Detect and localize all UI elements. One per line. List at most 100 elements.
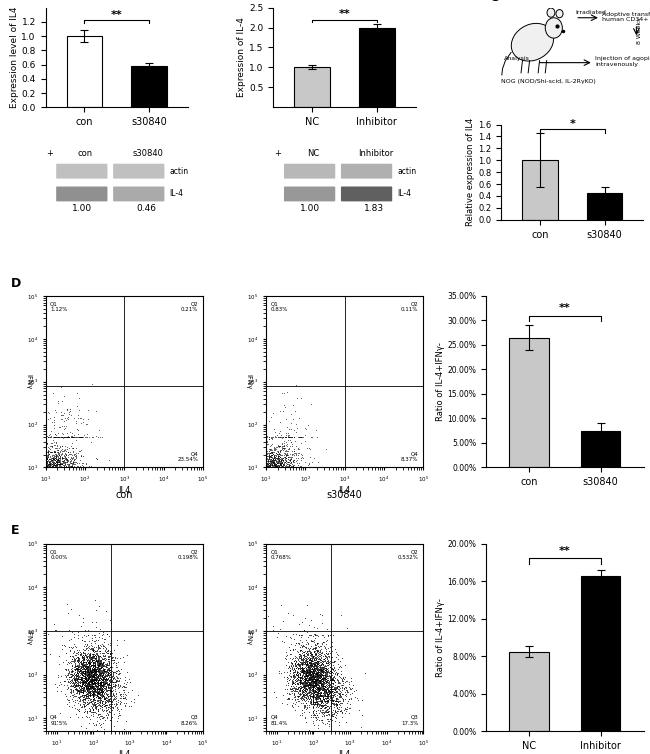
Point	[20, 477, 30, 489]
Point	[283, 456, 293, 468]
Point	[242, 466, 253, 478]
Point	[290, 483, 300, 495]
Point	[84, 668, 94, 680]
Point	[73, 654, 83, 666]
Point	[52, 476, 62, 488]
Point	[260, 470, 270, 482]
Point	[315, 692, 325, 704]
Point	[86, 697, 97, 710]
Point	[89, 674, 99, 686]
Point	[330, 676, 340, 688]
Point	[243, 450, 254, 462]
Point	[45, 464, 55, 476]
Point	[254, 474, 265, 486]
Point	[318, 706, 328, 718]
Point	[296, 495, 306, 507]
Point	[44, 448, 55, 460]
Point	[302, 687, 313, 699]
Point	[76, 686, 86, 698]
Point	[94, 424, 104, 436]
Point	[279, 465, 289, 477]
Point	[245, 482, 255, 494]
Point	[290, 679, 300, 691]
Point	[84, 679, 95, 691]
Point	[99, 691, 110, 703]
Point	[120, 688, 131, 700]
Point	[23, 483, 34, 495]
Point	[294, 493, 305, 505]
Point	[304, 645, 315, 657]
Point	[40, 461, 50, 474]
Point	[53, 464, 64, 477]
Point	[51, 466, 61, 478]
Point	[283, 495, 294, 507]
Point	[33, 481, 44, 493]
Point	[309, 670, 320, 682]
Point	[314, 641, 324, 653]
Point	[300, 691, 311, 703]
Point	[78, 659, 88, 671]
Point	[43, 468, 53, 480]
Point	[274, 471, 284, 483]
Point	[280, 480, 291, 492]
Point	[260, 466, 270, 478]
Point	[94, 663, 104, 675]
Point	[94, 623, 105, 635]
Point	[83, 674, 94, 686]
Point	[72, 673, 83, 685]
Point	[282, 472, 293, 484]
Point	[109, 693, 119, 705]
Point	[289, 660, 300, 672]
Point	[302, 442, 312, 454]
Point	[58, 463, 68, 475]
Point	[32, 471, 42, 483]
Point	[313, 676, 324, 688]
Point	[51, 470, 61, 483]
Point	[55, 475, 66, 487]
Point	[270, 458, 280, 470]
Point	[263, 454, 273, 466]
Point	[87, 665, 98, 677]
Point	[91, 666, 101, 678]
Point	[30, 473, 40, 485]
Point	[84, 679, 94, 691]
Point	[312, 668, 322, 680]
Point	[30, 427, 40, 439]
Point	[98, 672, 108, 684]
Point	[261, 465, 271, 477]
Point	[261, 475, 272, 487]
Point	[314, 707, 324, 719]
Point	[67, 662, 77, 674]
Point	[42, 478, 52, 490]
Point	[46, 465, 57, 477]
Point	[99, 677, 110, 689]
Point	[42, 452, 52, 464]
Point	[272, 482, 282, 494]
Point	[313, 672, 324, 684]
Point	[105, 687, 116, 699]
Point	[49, 462, 60, 474]
Point	[278, 475, 288, 487]
Point	[43, 467, 53, 480]
Point	[304, 464, 314, 476]
Point	[18, 464, 29, 476]
Point	[105, 647, 116, 659]
Point	[90, 719, 101, 731]
Point	[74, 445, 85, 457]
Point	[317, 691, 328, 703]
Point	[289, 652, 300, 664]
Point	[266, 411, 276, 423]
Point	[265, 482, 275, 494]
Point	[86, 676, 96, 688]
Point	[39, 464, 49, 476]
Point	[250, 489, 261, 501]
Point	[31, 474, 41, 486]
Point	[302, 664, 313, 676]
Point	[49, 476, 59, 488]
Point	[324, 676, 335, 688]
Point	[260, 477, 270, 489]
Point	[43, 479, 53, 491]
Point	[76, 648, 86, 661]
Point	[62, 475, 72, 487]
Point	[313, 682, 323, 694]
